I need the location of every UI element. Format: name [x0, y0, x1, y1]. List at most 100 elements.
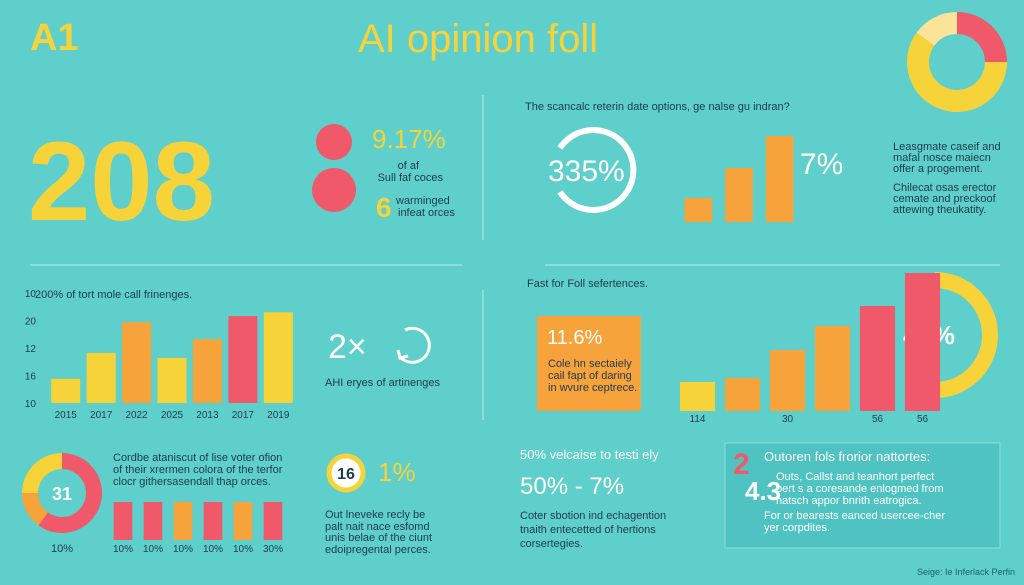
- bar: [157, 357, 187, 403]
- x-tick-label: 2022: [125, 410, 148, 421]
- chart-title: Fast for Foll sefertences.: [527, 278, 648, 290]
- bar: [122, 322, 152, 403]
- donut-slice: [22, 493, 48, 526]
- bar: [684, 198, 713, 222]
- donut-slice: [916, 12, 957, 46]
- text: hatsch appor bnrith eatrogica.: [776, 495, 922, 507]
- ring-label: 335%: [548, 155, 625, 188]
- bar: [113, 502, 133, 540]
- badge-label: 16: [337, 466, 355, 483]
- text: edoipregental perces.: [325, 544, 431, 556]
- bar: [814, 326, 851, 411]
- y-tick-label: 10: [25, 289, 37, 300]
- bar: [203, 502, 223, 540]
- logo: A1: [30, 17, 79, 59]
- bar: [143, 502, 163, 540]
- note: Chilecat osas erector: [893, 182, 997, 194]
- note: cemate and preckoof: [893, 193, 997, 205]
- arrow-icon: [398, 326, 431, 364]
- box-text: cail fapt of daring: [548, 370, 632, 382]
- x-tick-label: 10%: [233, 544, 253, 555]
- stat: 1%: [378, 457, 416, 487]
- donut-slice: [957, 12, 1007, 62]
- donut-slice: [907, 32, 1007, 112]
- dot: [312, 168, 356, 212]
- text: unis belae of the ciunt: [325, 532, 432, 544]
- range: 50% - 7%: [520, 473, 624, 500]
- dividers: [30, 95, 1000, 420]
- box-text: Cole hn sectaiely: [548, 358, 632, 370]
- heading: 50% velcaise to testi ely: [520, 447, 659, 462]
- text: Coter sbotion ind echagention: [520, 510, 666, 522]
- y-tick-label: 12: [25, 344, 37, 355]
- text: oert s a coresande enlogmed from: [776, 483, 944, 495]
- x-tick-label: 2013: [196, 410, 219, 421]
- bar: [263, 502, 283, 540]
- arrow-head: [396, 349, 409, 360]
- donut-slice: [22, 453, 62, 493]
- text: Cordbe ataniscut of lise voter ofion: [113, 452, 282, 464]
- x-tick-label: 10%: [113, 544, 133, 555]
- donut-label: 31: [52, 484, 72, 504]
- bar: [724, 378, 761, 411]
- ring: [557, 127, 637, 213]
- y-tick-label: 20: [25, 317, 37, 328]
- x-tick-label: 56: [872, 414, 884, 425]
- stat-text: Sull faf coces: [378, 172, 444, 184]
- x-tick-label: 56: [917, 414, 929, 425]
- bar: [679, 382, 716, 411]
- question: The scancalc reterin date options, ge na…: [525, 101, 790, 113]
- bars-label: 7%: [800, 148, 843, 181]
- bar: [263, 312, 293, 403]
- bar: [769, 350, 806, 411]
- big-number: 208: [28, 119, 215, 244]
- title: AI opinion foll: [358, 17, 598, 61]
- x-tick-label: 30%: [263, 544, 283, 555]
- bar: [86, 352, 116, 403]
- x-tick-label: 10%: [203, 544, 223, 555]
- donut-caption: 10%: [51, 543, 73, 555]
- x-tick-label: 2017: [232, 410, 255, 421]
- x-tick-label: 2017: [90, 410, 113, 421]
- chart-title: 200% of tort mole call frinenges.: [35, 289, 192, 301]
- stat-text: warminged: [395, 195, 450, 207]
- note: Leasgmate caseif and: [893, 141, 1001, 153]
- x-tick-label: 2025: [161, 410, 184, 421]
- text: clocr githersasendall thap orces.: [113, 476, 271, 488]
- bar: [173, 502, 193, 540]
- info-box: [724, 442, 1001, 549]
- text: For or bearests eanced usercee-cher: [764, 510, 945, 522]
- growth-caption: AHI eryes of artinenges: [325, 377, 440, 389]
- bar: [904, 273, 941, 411]
- x-tick-label: 30: [782, 414, 794, 425]
- note: attewing theukatity.: [893, 204, 986, 216]
- stat-text: infeat orces: [398, 207, 455, 219]
- bar: [233, 502, 253, 540]
- donut-slice: [38, 453, 102, 533]
- text: of their xrermen colora of the terfor: [113, 464, 283, 476]
- x-tick-label: 10%: [173, 544, 193, 555]
- box-text: in wvure ceptrece.: [548, 382, 637, 394]
- big-number: 2: [733, 448, 750, 481]
- y-tick-label: 10: [25, 399, 37, 410]
- text: tnaith entecetted of hertions: [520, 524, 656, 536]
- stat: 9.17%: [372, 124, 446, 154]
- dot: [316, 124, 352, 160]
- heading: Outoren fols frorior nattortes:: [764, 449, 930, 464]
- text: Out lneveke recly be: [325, 509, 425, 521]
- x-tick-label: 10%: [143, 544, 163, 555]
- badge: [326, 453, 366, 493]
- big-number: 4.3: [745, 476, 781, 506]
- box-value: 11.6%: [547, 327, 602, 349]
- note: offer a progement.: [893, 163, 983, 175]
- x-tick-label: 114: [690, 414, 706, 425]
- text: corsertegies.: [520, 538, 583, 550]
- bar: [859, 306, 896, 411]
- bar: [765, 136, 794, 222]
- footer: Seige: Ie Inferlack Perfin: [917, 567, 1015, 577]
- text: palt nait nace esfomd: [325, 521, 430, 533]
- bar: [725, 168, 753, 222]
- bar: [192, 339, 222, 403]
- y-tick-label: 16: [25, 372, 37, 383]
